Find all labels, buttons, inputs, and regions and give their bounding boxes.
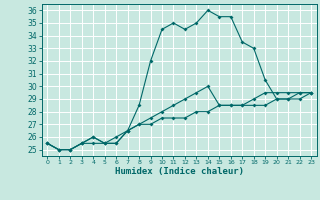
- X-axis label: Humidex (Indice chaleur): Humidex (Indice chaleur): [115, 167, 244, 176]
